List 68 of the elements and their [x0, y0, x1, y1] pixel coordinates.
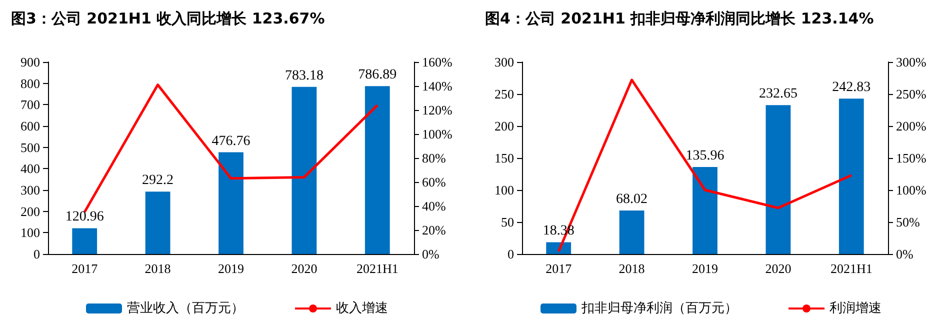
y-tick-label: 250	[494, 86, 514, 102]
data-label: 292.2	[142, 173, 174, 188]
y2-tick-label: 140%	[422, 78, 452, 94]
legend-label: 利润增速	[830, 301, 882, 316]
y-tick-label: 300	[20, 182, 40, 198]
y-tick-label: 800	[20, 76, 40, 91]
x-tick-label: 2019	[692, 261, 718, 276]
y-tick-label: 200	[494, 118, 514, 134]
y-tick-label: 600	[20, 118, 40, 134]
x-tick-label: 2020	[765, 261, 792, 276]
x-tick-label: 2018	[618, 261, 645, 276]
y-tick-label: 0	[508, 246, 514, 262]
y-tick-label: 0	[34, 246, 40, 262]
y2-tick-label: 200%	[896, 118, 926, 134]
chart-title: 图4：公司 2021H1 扣非归母净利润同比增长 123.14%	[485, 10, 874, 28]
bar	[766, 105, 791, 254]
bar	[546, 242, 572, 254]
y-tick-label: 700	[20, 97, 40, 112]
x-tick-label: 2017	[546, 261, 572, 276]
y-tick-label: 400	[20, 161, 40, 176]
bar	[838, 98, 864, 254]
bar	[72, 228, 98, 254]
y2-tick-label: 300%	[896, 54, 926, 70]
y-tick-label: 100	[20, 225, 40, 240]
y2-tick-label: 150%	[896, 150, 926, 166]
data-label: 232.65	[758, 86, 798, 102]
legend-label: 扣非归母净利润（百万元）	[580, 301, 738, 316]
y-tick-label: 150	[494, 150, 514, 166]
y2-tick-label: 0%	[422, 246, 440, 262]
data-label: 135.96	[686, 148, 724, 164]
y-tick-label: 500	[20, 140, 40, 155]
y-tick-label: 50	[501, 214, 514, 230]
x-tick-label: 2021H1	[356, 261, 398, 276]
x-tick-label: 2020	[291, 261, 318, 276]
x-tick-label: 2018	[144, 261, 171, 276]
legend-label: 收入增速	[336, 301, 388, 316]
y2-tick-label: 60%	[422, 174, 446, 190]
y2-tick-label: 120%	[422, 102, 452, 118]
data-label: 120.96	[65, 210, 104, 225]
bar	[145, 192, 170, 254]
bar	[364, 86, 390, 254]
legend-label: 营业收入（百万元）	[127, 301, 244, 316]
y2-tick-label: 40%	[422, 198, 446, 214]
y2-tick-label: 100%	[896, 182, 926, 198]
data-label: 476.76	[212, 134, 250, 149]
y2-tick-label: 20%	[422, 222, 446, 238]
bar	[692, 166, 718, 254]
data-label: 786.89	[358, 68, 397, 83]
y-tick-label: 900	[20, 54, 40, 70]
bar	[619, 210, 644, 254]
y-tick-label: 300	[494, 54, 514, 70]
data-label: 68.02	[616, 192, 648, 207]
y2-tick-label: 50%	[896, 214, 920, 230]
data-label: 242.83	[832, 80, 871, 96]
bar	[292, 86, 317, 254]
y2-tick-label: 250%	[896, 86, 926, 102]
y2-tick-label: 160%	[422, 54, 452, 70]
bar	[218, 152, 244, 254]
y2-tick-label: 100%	[422, 126, 452, 142]
data-label: 783.18	[284, 68, 324, 84]
chart-title: 图3：公司 2021H1 收入同比增长 123.67%	[11, 10, 325, 28]
x-tick-label: 2017	[72, 261, 98, 276]
x-tick-label: 2019	[218, 261, 244, 276]
y-tick-label: 100	[494, 182, 514, 198]
y2-tick-label: 80%	[422, 150, 446, 166]
y-tick-label: 200	[20, 204, 40, 219]
y2-tick-label: 0%	[896, 246, 914, 262]
x-tick-label: 2021H1	[830, 261, 872, 276]
